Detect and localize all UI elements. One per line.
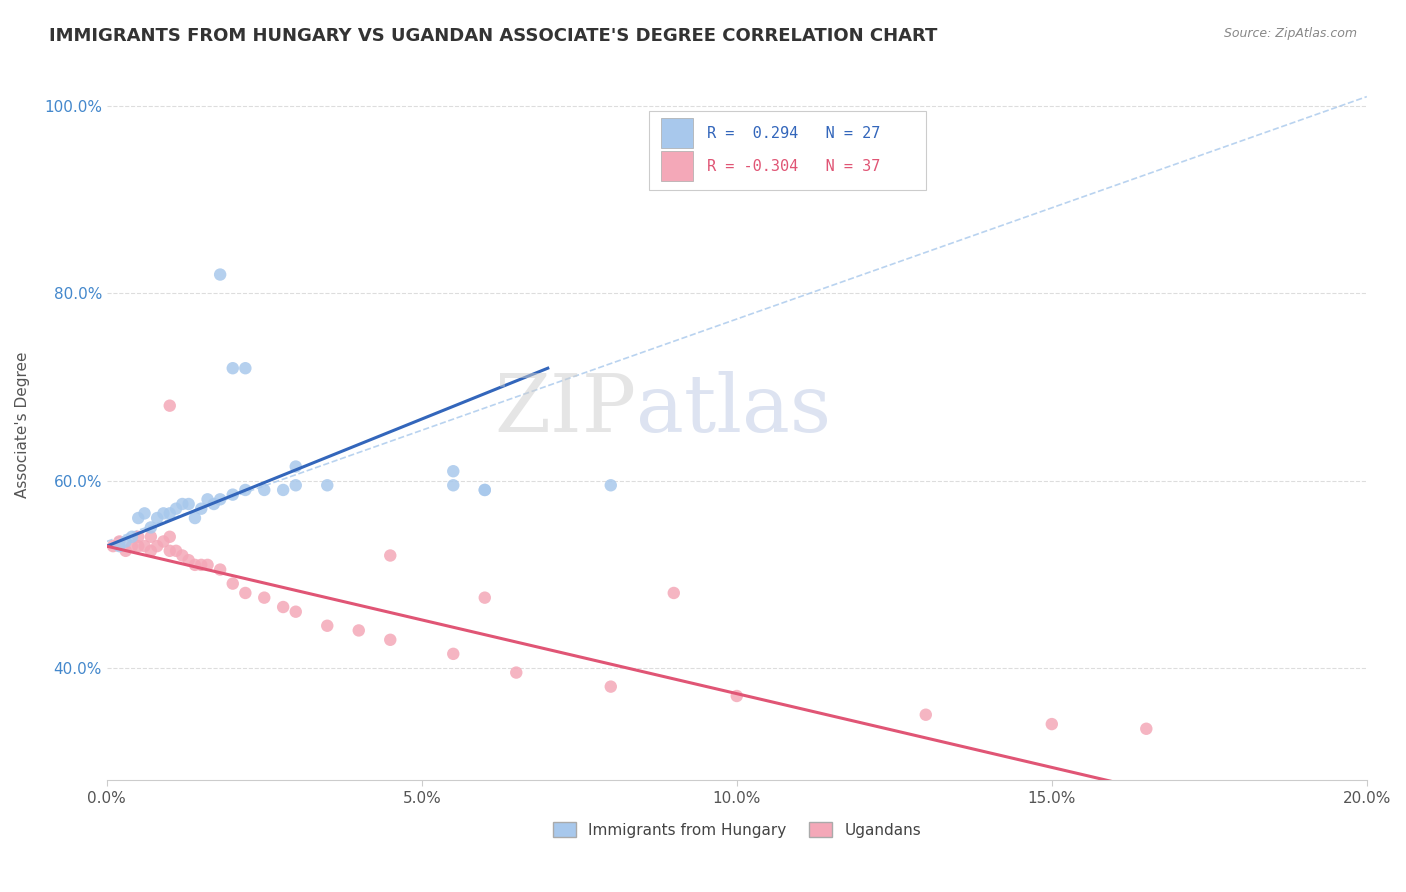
- Point: [134, 539, 156, 553]
- Point: [284, 459, 307, 474]
- Point: [190, 558, 212, 572]
- Point: [380, 549, 402, 563]
- Point: [914, 707, 936, 722]
- Point: [271, 600, 294, 615]
- Point: [347, 624, 370, 638]
- Point: [190, 501, 212, 516]
- Point: [1040, 717, 1063, 731]
- Point: [172, 497, 194, 511]
- Point: [197, 558, 219, 572]
- Point: [222, 361, 245, 376]
- Point: [139, 530, 162, 544]
- Point: [152, 507, 174, 521]
- Point: [222, 488, 245, 502]
- Point: [284, 478, 307, 492]
- Point: [441, 647, 464, 661]
- Point: [316, 619, 339, 633]
- Point: [172, 549, 194, 563]
- Point: [139, 544, 162, 558]
- Text: R = -0.304   N = 37: R = -0.304 N = 37: [707, 159, 880, 174]
- Point: [177, 553, 200, 567]
- Point: [253, 591, 276, 605]
- Point: [197, 492, 219, 507]
- Point: [222, 576, 245, 591]
- Point: [127, 511, 149, 525]
- Point: [127, 530, 149, 544]
- Point: [114, 534, 136, 549]
- Point: [380, 632, 402, 647]
- Point: [108, 534, 131, 549]
- Point: [441, 478, 464, 492]
- Point: [599, 478, 621, 492]
- Bar: [661, 119, 693, 148]
- Point: [159, 544, 181, 558]
- Point: [108, 539, 131, 553]
- Point: [152, 534, 174, 549]
- Point: [474, 591, 496, 605]
- Legend: Immigrants from Hungary, Ugandans: Immigrants from Hungary, Ugandans: [547, 815, 927, 844]
- Point: [159, 399, 181, 413]
- Text: ZIP: ZIP: [494, 371, 636, 450]
- Text: atlas: atlas: [636, 371, 831, 450]
- Point: [101, 539, 124, 553]
- Point: [235, 586, 257, 600]
- Point: [146, 539, 169, 553]
- Bar: [661, 151, 693, 181]
- Point: [235, 361, 257, 376]
- Point: [165, 544, 187, 558]
- Point: [316, 478, 339, 492]
- Point: [284, 605, 307, 619]
- Point: [202, 497, 225, 511]
- Point: [271, 483, 294, 497]
- Point: [474, 483, 496, 497]
- Point: [235, 483, 257, 497]
- Y-axis label: Associate's Degree: Associate's Degree: [15, 351, 30, 498]
- Point: [184, 511, 207, 525]
- Point: [1135, 722, 1157, 736]
- Point: [114, 544, 136, 558]
- Point: [121, 539, 143, 553]
- Point: [146, 511, 169, 525]
- Point: [139, 520, 162, 534]
- Point: [127, 539, 149, 553]
- Point: [159, 530, 181, 544]
- Point: [134, 507, 156, 521]
- Point: [253, 483, 276, 497]
- Point: [184, 558, 207, 572]
- Point: [599, 680, 621, 694]
- Point: [121, 530, 143, 544]
- Point: [474, 483, 496, 497]
- FancyBboxPatch shape: [648, 112, 925, 189]
- Point: [505, 665, 527, 680]
- Point: [662, 586, 685, 600]
- Text: R =  0.294   N = 27: R = 0.294 N = 27: [707, 126, 880, 141]
- Text: Source: ZipAtlas.com: Source: ZipAtlas.com: [1223, 27, 1357, 40]
- Text: IMMIGRANTS FROM HUNGARY VS UGANDAN ASSOCIATE'S DEGREE CORRELATION CHART: IMMIGRANTS FROM HUNGARY VS UGANDAN ASSOC…: [49, 27, 938, 45]
- Point: [209, 268, 232, 282]
- Point: [725, 689, 748, 703]
- Point: [209, 563, 232, 577]
- Point: [441, 464, 464, 478]
- Point: [165, 501, 187, 516]
- Point: [177, 497, 200, 511]
- Point: [209, 492, 232, 507]
- Point: [159, 507, 181, 521]
